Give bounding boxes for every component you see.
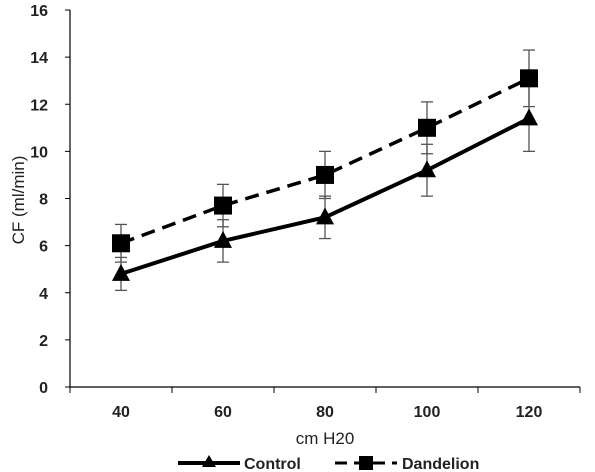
legend-dandelion-label: Dandelion bbox=[402, 456, 479, 472]
y-tick-label: 14 bbox=[30, 50, 48, 67]
legend-control-marker bbox=[202, 455, 216, 467]
x-tick-label: 120 bbox=[516, 404, 543, 421]
legend-dandelion-marker bbox=[359, 456, 373, 470]
x-axis-ticks: 40 60 80 100 120 bbox=[69, 387, 581, 421]
control-marker bbox=[520, 108, 538, 126]
y-tick-label: 4 bbox=[39, 286, 48, 303]
x-tick-label: 40 bbox=[112, 404, 130, 421]
control-marker bbox=[214, 230, 232, 248]
control-marker bbox=[316, 207, 334, 225]
y-tick-label: 12 bbox=[30, 97, 48, 114]
series-layer bbox=[112, 49, 538, 292]
legend-item-control: Control bbox=[178, 455, 301, 472]
x-tick-label: 100 bbox=[414, 404, 441, 421]
x-tick-label: 80 bbox=[316, 404, 334, 421]
legend: Control Dandelion bbox=[178, 455, 479, 472]
y-tick-label: 10 bbox=[30, 144, 48, 161]
y-tick-label: 8 bbox=[39, 192, 48, 209]
y-tick-label: 2 bbox=[39, 333, 48, 350]
dandelion-marker bbox=[112, 234, 130, 253]
dandelion-marker bbox=[214, 196, 232, 215]
dandelion-line bbox=[120, 76, 530, 245]
x-axis-title: cm H20 bbox=[296, 429, 355, 448]
y-tick-label: 6 bbox=[39, 239, 48, 256]
control-marker bbox=[112, 263, 130, 281]
y-axis-ticks: 0 2 4 6 8 10 12 14 16 bbox=[30, 3, 70, 397]
dandelion-marker bbox=[316, 165, 334, 184]
y-axis-title: CF (ml/min) bbox=[9, 156, 28, 245]
dandelion-marker bbox=[520, 69, 538, 88]
control-marker bbox=[418, 160, 436, 178]
dandelion-marker bbox=[418, 118, 436, 137]
legend-item-dandelion: Dandelion bbox=[335, 456, 479, 472]
series-dandelion bbox=[112, 49, 538, 263]
x-tick-label: 60 bbox=[214, 404, 232, 421]
y-tick-label: 0 bbox=[39, 380, 48, 397]
legend-control-label: Control bbox=[244, 456, 301, 472]
y-tick-label: 16 bbox=[30, 3, 48, 20]
